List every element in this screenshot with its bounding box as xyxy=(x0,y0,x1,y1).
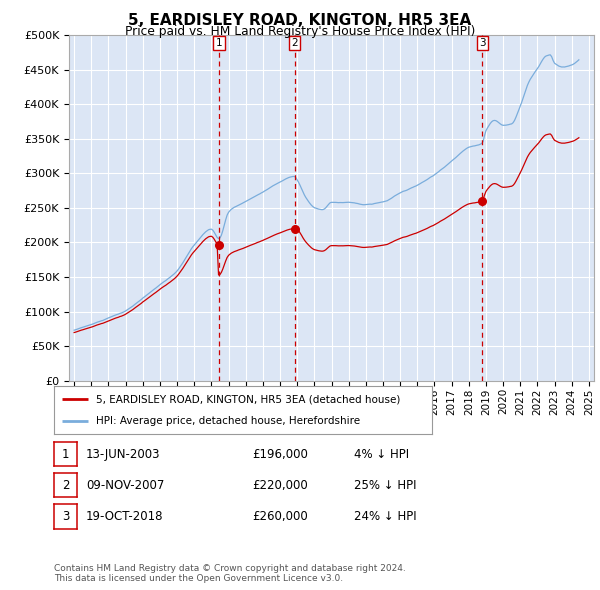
Text: 1: 1 xyxy=(215,38,222,48)
Text: 1: 1 xyxy=(62,447,69,461)
Text: 25% ↓ HPI: 25% ↓ HPI xyxy=(354,478,416,492)
Text: 3: 3 xyxy=(479,38,485,48)
Text: Contains HM Land Registry data © Crown copyright and database right 2024.
This d: Contains HM Land Registry data © Crown c… xyxy=(54,563,406,583)
Text: 2: 2 xyxy=(62,478,69,492)
Text: 09-NOV-2007: 09-NOV-2007 xyxy=(86,478,164,492)
Text: 5, EARDISLEY ROAD, KINGTON, HR5 3EA: 5, EARDISLEY ROAD, KINGTON, HR5 3EA xyxy=(128,13,472,28)
Text: Price paid vs. HM Land Registry's House Price Index (HPI): Price paid vs. HM Land Registry's House … xyxy=(125,25,475,38)
Text: 4% ↓ HPI: 4% ↓ HPI xyxy=(354,447,409,461)
Text: £196,000: £196,000 xyxy=(252,447,308,461)
Text: £260,000: £260,000 xyxy=(252,510,308,523)
Text: 2: 2 xyxy=(292,38,298,48)
Text: HPI: Average price, detached house, Herefordshire: HPI: Average price, detached house, Here… xyxy=(95,416,360,426)
Text: 13-JUN-2003: 13-JUN-2003 xyxy=(86,447,160,461)
Text: 19-OCT-2018: 19-OCT-2018 xyxy=(86,510,163,523)
Text: 5, EARDISLEY ROAD, KINGTON, HR5 3EA (detached house): 5, EARDISLEY ROAD, KINGTON, HR5 3EA (det… xyxy=(95,394,400,404)
Text: £220,000: £220,000 xyxy=(252,478,308,492)
Text: 24% ↓ HPI: 24% ↓ HPI xyxy=(354,510,416,523)
Text: 3: 3 xyxy=(62,510,69,523)
